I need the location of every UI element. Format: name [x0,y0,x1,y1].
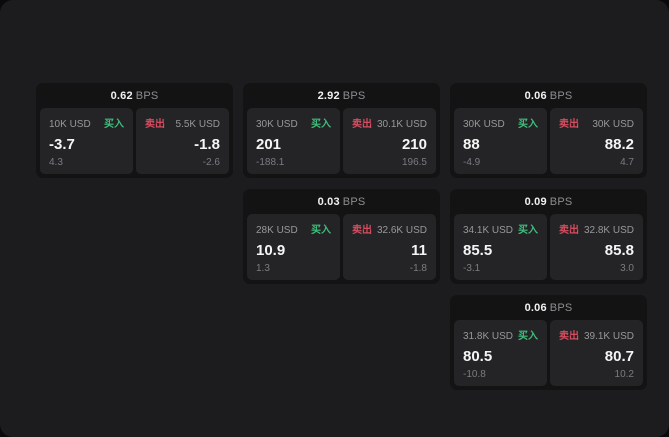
buy-change: -188.1 [256,157,285,168]
sell-amount: 32.6K USD [376,225,427,236]
sell-change: 196.5 [401,157,427,168]
sell-change: 4.7 [620,157,634,168]
bps-unit: BPS [549,90,573,102]
buy-amount: 31.8K USD [463,331,514,342]
quote-card: 0.06 BPS 31.8K USD 买入 80.5 -10.8 卖出 39.1K… [450,295,647,390]
buy-price: 10.9 [256,241,286,259]
quote-panels: 31.8K USD 买入 80.5 -10.8 卖出 39.1K USD 80.… [454,320,643,386]
buy-panel[interactable]: 30K USD 买入 201 -188.1 [247,108,340,174]
sell-label: 卖出 [559,119,579,130]
buy-price: 88 [463,135,480,153]
bps-value: 2.92 [317,90,340,102]
quote-panels: 30K USD 买入 88 -4.9 卖出 30K USD 88.2 4.7 [454,108,643,174]
sell-amount: 32.8K USD [583,225,634,236]
buy-change: 4.3 [49,157,63,168]
bps-header: 0.06 BPS [454,301,643,316]
buy-price: 85.5 [463,241,493,259]
sell-panel[interactable]: 卖出 5.5K USD -1.8 -2.6 [136,108,229,174]
buy-amount: 30K USD [256,119,298,130]
sell-price: 85.8 [604,241,634,259]
bps-header: 2.92 BPS [247,89,436,104]
sell-panel[interactable]: 卖出 39.1K USD 80.7 10.2 [550,320,643,386]
sell-price: 88.2 [604,135,634,153]
bps-unit: BPS [549,196,573,208]
quote-panels: 30K USD 买入 201 -188.1 卖出 30.1K USD 210 1… [247,108,436,174]
buy-price: -3.7 [49,135,75,153]
sell-amount: 5.5K USD [175,119,220,130]
quote-grid: 0.62 BPS 10K USD 买入 -3.7 4.3 卖出 5.5K USD [36,83,647,390]
buy-label: 买入 [518,119,538,130]
buy-change: -4.9 [463,157,481,168]
sell-change: 3.0 [620,263,634,274]
buy-price: 201 [256,135,282,153]
quote-card: 0.06 BPS 30K USD 买入 88 -4.9 卖出 30K USD [450,83,647,178]
buy-panel[interactable]: 31.8K USD 买入 80.5 -10.8 [454,320,547,386]
bps-header: 0.03 BPS [247,195,436,210]
sell-label: 卖出 [145,119,165,130]
bps-header: 0.62 BPS [40,89,229,104]
quote-card: 0.62 BPS 10K USD 买入 -3.7 4.3 卖出 5.5K USD [36,83,233,178]
quote-panels: 28K USD 买入 10.9 1.3 卖出 32.6K USD 11 -1.8 [247,214,436,280]
bps-value: 0.06 [524,90,547,102]
buy-label: 买入 [518,225,538,236]
buy-amount: 34.1K USD [463,225,514,236]
sell-label: 卖出 [559,225,579,236]
sell-label: 卖出 [352,119,372,130]
quote-card: 0.09 BPS 34.1K USD 买入 85.5 -3.1 卖出 32.8K … [450,189,647,284]
sell-panel[interactable]: 卖出 32.6K USD 11 -1.8 [343,214,436,280]
quote-panels: 34.1K USD 买入 85.5 -3.1 卖出 32.8K USD 85.8… [454,214,643,280]
bps-unit: BPS [135,90,159,102]
quote-card: 2.92 BPS 30K USD 买入 201 -188.1 卖出 30.1K U… [243,83,440,178]
sell-label: 卖出 [352,225,372,236]
buy-amount: 28K USD [256,225,298,236]
sell-price: 11 [411,241,427,259]
bps-unit: BPS [342,90,366,102]
bps-unit: BPS [549,302,573,314]
buy-label: 买入 [104,119,124,130]
buy-change: -3.1 [463,263,481,274]
sell-amount: 39.1K USD [583,331,634,342]
bps-value: 0.03 [317,196,340,208]
buy-amount: 30K USD [463,119,505,130]
buy-label: 买入 [518,331,538,342]
buy-amount: 10K USD [49,119,91,130]
sell-change: -2.6 [202,157,220,168]
bps-value: 0.06 [524,302,547,314]
sell-amount: 30K USD [592,119,634,130]
sell-panel[interactable]: 卖出 30K USD 88.2 4.7 [550,108,643,174]
sell-panel[interactable]: 卖出 30.1K USD 210 196.5 [343,108,436,174]
buy-label: 买入 [311,119,331,130]
buy-change: -10.8 [463,369,486,380]
quote-panels: 10K USD 买入 -3.7 4.3 卖出 5.5K USD -1.8 -2.… [40,108,229,174]
buy-panel[interactable]: 30K USD 买入 88 -4.9 [454,108,547,174]
sell-price: 210 [401,135,427,153]
bps-value: 0.62 [110,90,133,102]
sell-amount: 30.1K USD [376,119,427,130]
sell-label: 卖出 [559,331,579,342]
buy-label: 买入 [311,225,331,236]
bps-value: 0.09 [524,196,547,208]
sell-panel[interactable]: 卖出 32.8K USD 85.8 3.0 [550,214,643,280]
buy-change: 1.3 [256,263,270,274]
sell-price: 80.7 [604,347,634,365]
sell-price: -1.8 [194,135,220,153]
buy-price: 80.5 [463,347,493,365]
bps-header: 0.09 BPS [454,195,643,210]
bps-unit: BPS [342,196,366,208]
bps-header: 0.06 BPS [454,89,643,104]
buy-panel[interactable]: 28K USD 买入 10.9 1.3 [247,214,340,280]
buy-panel[interactable]: 10K USD 买入 -3.7 4.3 [40,108,133,174]
quote-card: 0.03 BPS 28K USD 买入 10.9 1.3 卖出 32.6K USD [243,189,440,284]
sell-change: -1.8 [409,263,427,274]
sell-change: 10.2 [614,369,634,380]
buy-panel[interactable]: 34.1K USD 买入 85.5 -3.1 [454,214,547,280]
